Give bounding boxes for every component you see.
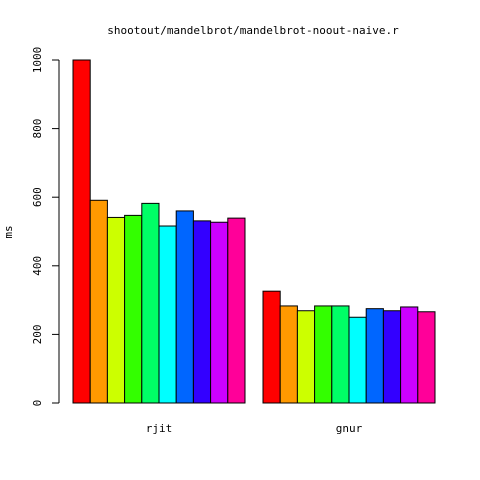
chart-title: shootout/mandelbrot/mandelbrot-noout-nai… xyxy=(107,24,399,37)
bar-gnur-3 xyxy=(296,310,316,404)
y-axis-label: ms xyxy=(2,225,15,238)
bar-rjit-6 xyxy=(158,225,177,404)
bar-gnur-7 xyxy=(365,308,384,404)
bar-gnur-5 xyxy=(331,305,350,404)
bar-rjit-8 xyxy=(192,220,212,404)
bar-rjit-9 xyxy=(210,221,229,404)
bar-rjit-7 xyxy=(175,210,194,404)
y-tick-label: 0 xyxy=(31,400,44,407)
y-tick-label: 400 xyxy=(31,256,44,276)
y-tick-label: 600 xyxy=(31,187,44,207)
bar-rjit-1 xyxy=(72,59,91,404)
y-tick-label: 800 xyxy=(31,119,44,139)
y-tick-label: 1000 xyxy=(31,47,44,74)
bar-gnur-9 xyxy=(400,306,419,404)
y-tick-label: 200 xyxy=(31,324,44,344)
bar-rjit-4 xyxy=(124,214,143,404)
bar-gnur-1 xyxy=(262,290,281,404)
bar-gnur-6 xyxy=(348,316,367,404)
category-label-rjit: rjit xyxy=(146,422,173,435)
bar-gnur-4 xyxy=(314,305,333,404)
bar-gnur-8 xyxy=(382,310,402,404)
bar-gnur-2 xyxy=(279,305,298,404)
y-axis-ticks: 0 200 400 600 800 1000 xyxy=(31,47,59,407)
bar-gnur-10 xyxy=(417,311,436,404)
bar-groups xyxy=(72,59,436,404)
category-label-gnur: gnur xyxy=(336,422,363,435)
bar-rjit-10 xyxy=(227,217,246,404)
bar-rjit-3 xyxy=(106,216,126,404)
bar-rjit-2 xyxy=(89,199,108,404)
bar-rjit-5 xyxy=(141,202,160,404)
category-labels: rjit gnur xyxy=(146,422,363,435)
